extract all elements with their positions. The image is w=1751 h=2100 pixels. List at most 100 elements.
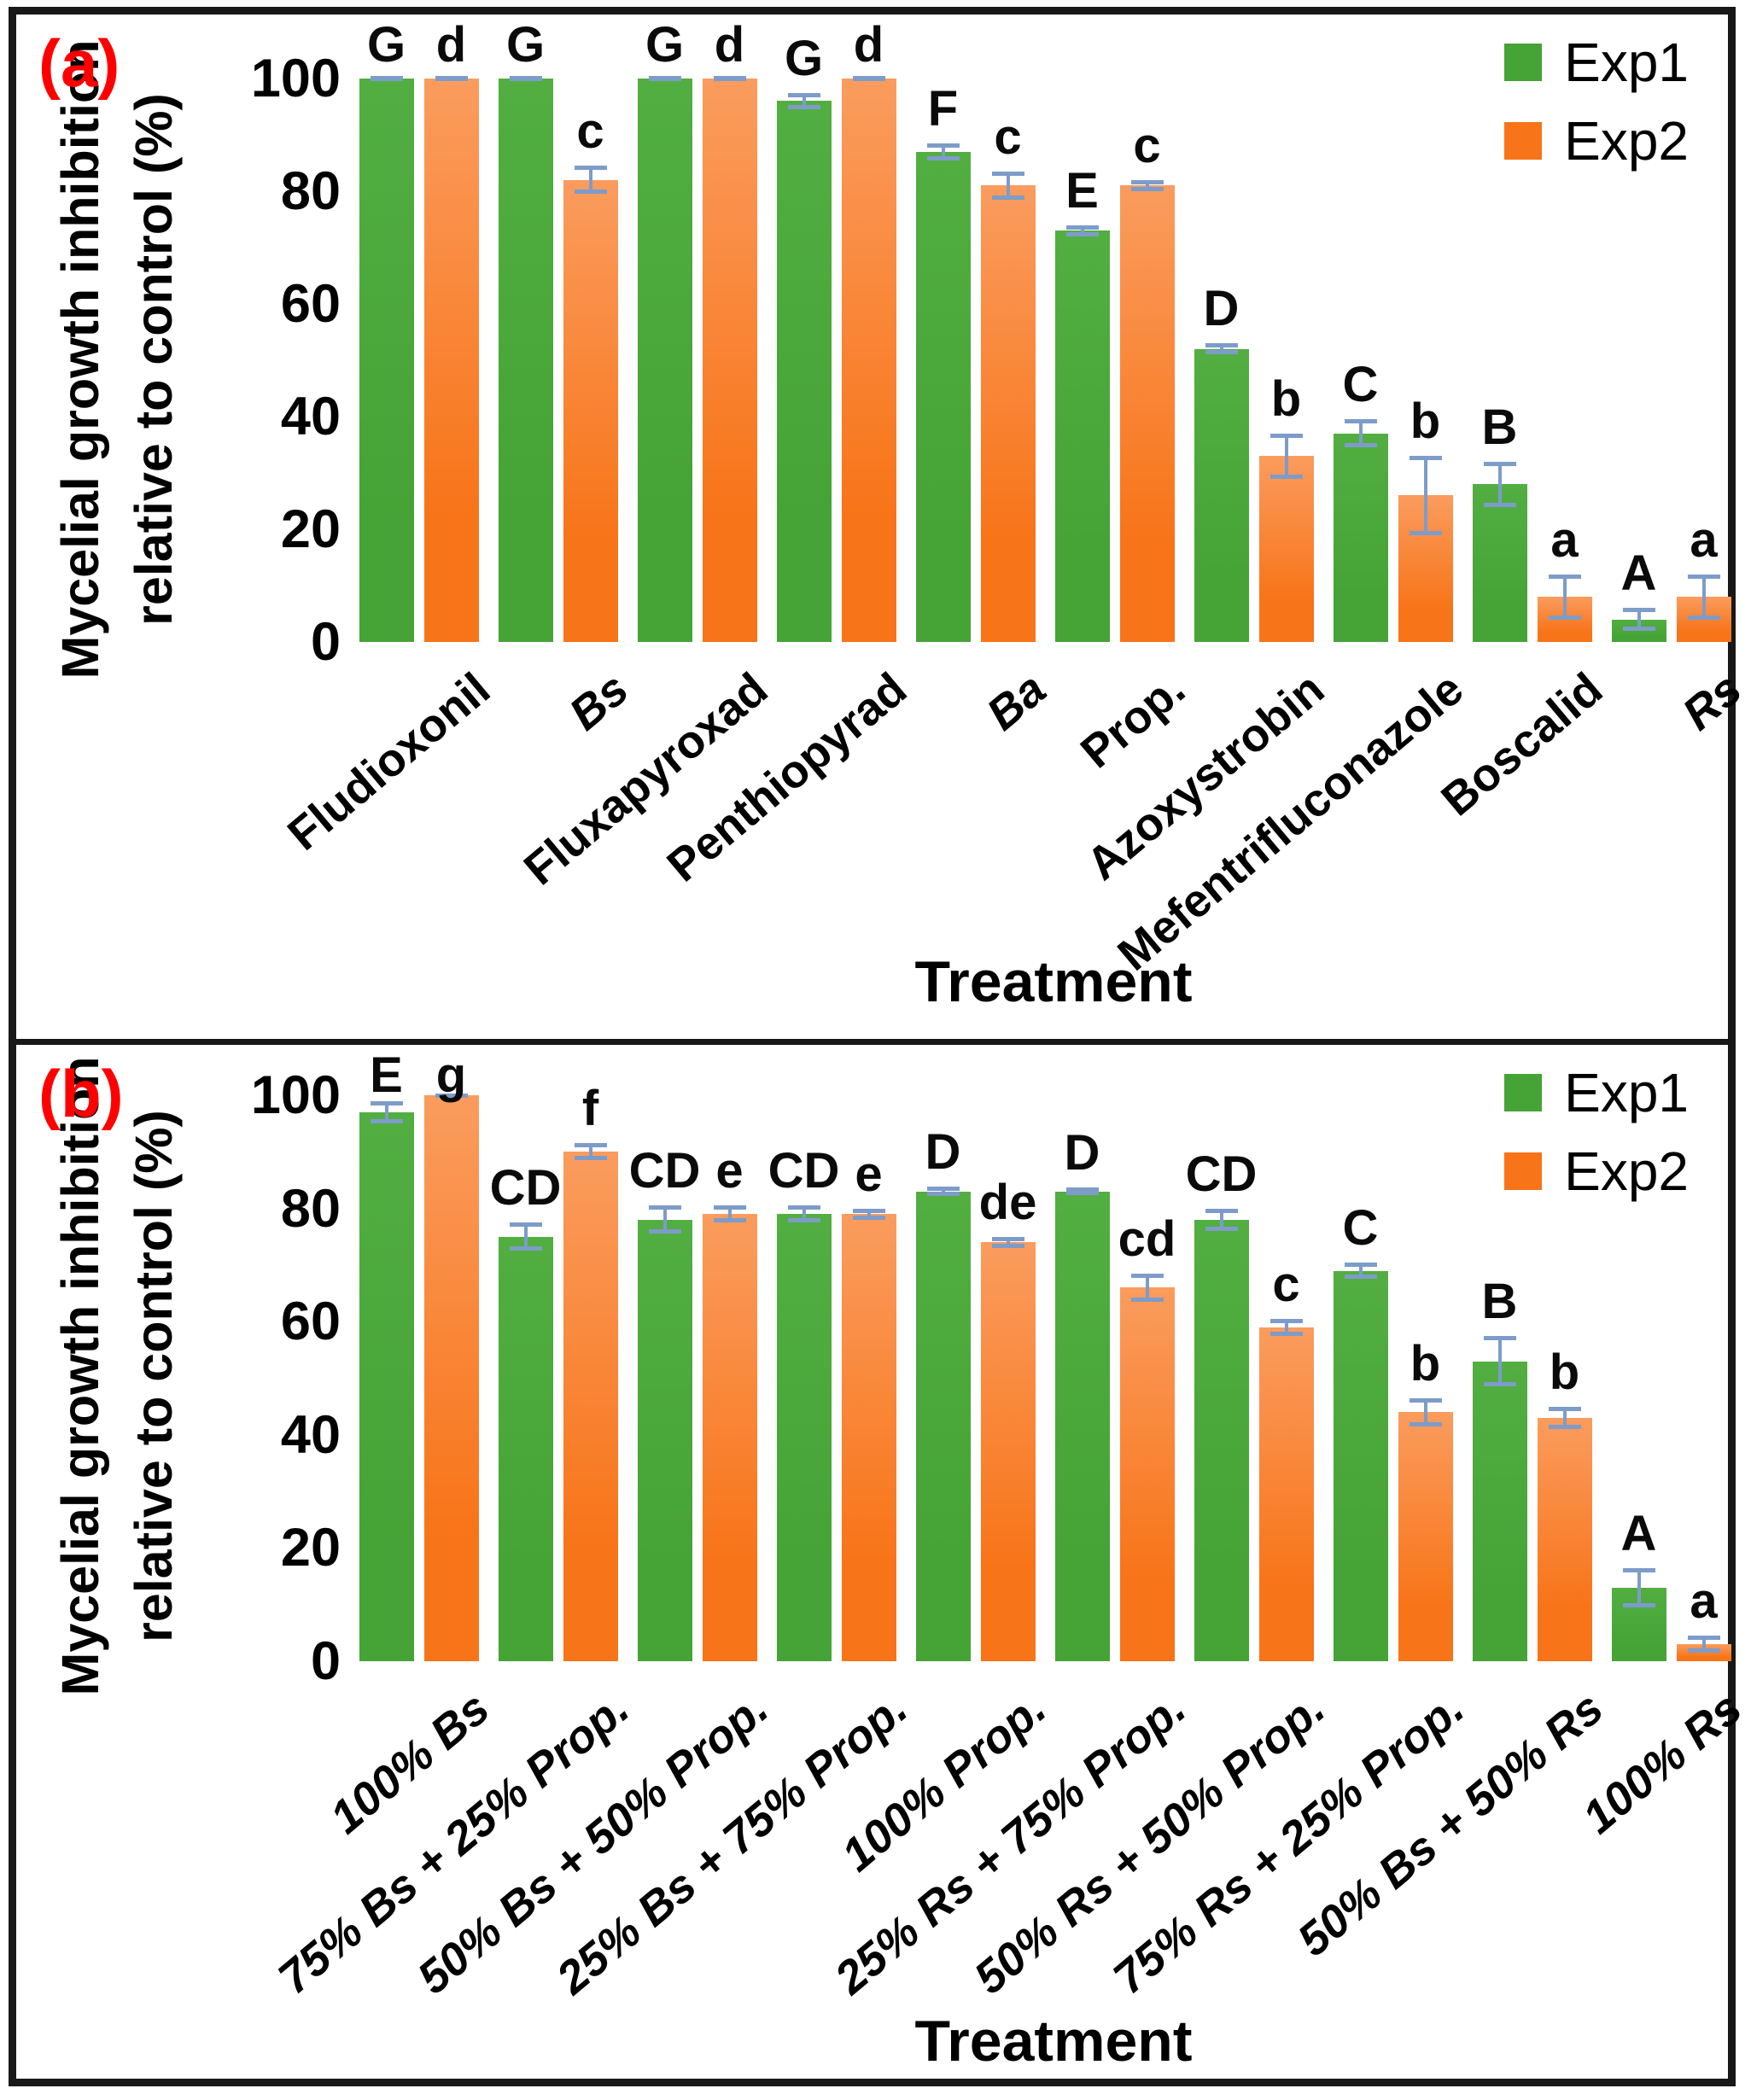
panel-a: (a) Mycelial growth inhibition relative … [16, 15, 1728, 1039]
bar-exp2-7 [1398, 1412, 1453, 1661]
error-bar-cap-bottom [510, 77, 542, 81]
bar-exp2-1 [563, 180, 618, 642]
error-bar-cap-bottom [510, 1246, 542, 1251]
error-bar-cap-bottom [649, 1229, 681, 1234]
y-tick-60: 60 [144, 1292, 341, 1351]
error-bar-cap-top [1549, 1407, 1581, 1411]
sig-letter-exp2-1: c [505, 102, 676, 160]
error-bar-cap-top [1623, 1568, 1655, 1572]
y-tick-20: 20 [144, 1518, 341, 1578]
legend-swatch-exp2 [1504, 122, 1542, 160]
error-bar-cap-bottom [435, 77, 468, 81]
bar-exp1-3 [777, 1214, 832, 1661]
legend-a: Exp1 Exp2 [1504, 35, 1689, 168]
bar-exp2-3 [842, 79, 896, 642]
error-bar-cap-bottom [371, 1119, 403, 1123]
error-bar-cap-bottom [1410, 1422, 1442, 1426]
bar-exp2-5 [1120, 1287, 1175, 1661]
sig-letter-exp1-7: C [1275, 1199, 1446, 1257]
sig-letter-exp2-8: b [1480, 1344, 1650, 1401]
legend-item-exp1: Exp1 [1504, 1065, 1689, 1120]
legend-swatch-exp1 [1504, 1074, 1542, 1111]
panel-b-tag: (b) [38, 1055, 124, 1133]
error-bar-exp1-2 [649, 76, 681, 82]
legend-item-exp1: Exp1 [1504, 35, 1689, 90]
error-bar-stem [1285, 434, 1288, 479]
error-bar-cap-bottom [1410, 531, 1442, 535]
x-tick-label-5: Prop. [1071, 662, 1196, 779]
bar-exp2-4 [981, 185, 1036, 642]
error-bar-cap-bottom [1623, 627, 1655, 631]
x-axis-title-b: Treatment [797, 2008, 1310, 2074]
error-bar-cap-bottom [1688, 615, 1720, 620]
error-bar-exp1-0 [371, 1101, 403, 1124]
error-bar-exp1-9 [1623, 608, 1655, 630]
error-bar-exp2-9 [1688, 1636, 1720, 1653]
error-bar-cap-top [788, 93, 820, 97]
error-bar-exp2-4 [992, 1237, 1024, 1248]
error-bar-exp2-5 [1131, 1274, 1164, 1302]
error-bar-cap-top [575, 166, 607, 170]
error-bar-exp1-6 [1205, 343, 1238, 354]
error-bar-exp2-3 [853, 1209, 885, 1220]
error-bar-cap-bottom [1688, 1648, 1720, 1653]
sig-letter-exp2-3: d [784, 16, 954, 73]
bar-exp2-2 [703, 79, 757, 642]
error-bar-stem [1498, 462, 1502, 507]
sig-letter-exp2-9: a [1619, 511, 1751, 569]
y-tick-0: 0 [144, 1631, 341, 1691]
bar-exp1-1 [499, 1237, 553, 1661]
x-tick-label-2: Fluxapyroxad [515, 662, 779, 895]
y-tick-80: 80 [144, 1179, 341, 1239]
error-bar-cap-top [1410, 1398, 1442, 1403]
bar-exp2-5 [1120, 185, 1175, 642]
error-bar-cap-bottom [853, 1216, 885, 1220]
sig-letter-exp1-9: A [1554, 1505, 1725, 1562]
bar-exp2-6 [1259, 456, 1314, 642]
error-bar-cap-bottom [1549, 1425, 1581, 1429]
error-bar-cap-bottom [1205, 350, 1238, 354]
panel-a-tag: (a) [38, 25, 120, 102]
error-bar-exp2-6 [1270, 434, 1303, 479]
x-tick-label-4: Ba [978, 662, 1057, 741]
error-bar-cap-top [788, 1205, 820, 1210]
legend-label-exp2: Exp2 [1564, 1144, 1689, 1199]
bar-exp1-4 [916, 1192, 971, 1661]
error-bar-cap-bottom [371, 77, 403, 81]
x-tick-label-9: Rs [1673, 662, 1751, 741]
error-bar-cap-bottom [1270, 475, 1303, 479]
error-bar-cap-top [1270, 434, 1303, 438]
error-bar-exp1-5 [1066, 225, 1099, 236]
bar-exp1-7 [1334, 1271, 1388, 1661]
bar-exp1-8 [1473, 1362, 1527, 1661]
error-bar-exp2-2 [714, 1205, 746, 1222]
x-tick-label-3: Penthiopyrad [657, 662, 917, 892]
legend-label-exp1: Exp1 [1564, 35, 1689, 90]
y-tick-80: 80 [144, 161, 341, 221]
bar-exp2-6 [1259, 1327, 1314, 1661]
sig-letter-exp2-9: a [1619, 1572, 1751, 1630]
error-bar-cap-top [510, 1222, 542, 1227]
bar-exp1-3 [777, 101, 832, 642]
sig-letter-exp1-8: B [1415, 399, 1585, 456]
legend-item-exp2: Exp2 [1504, 1144, 1689, 1199]
error-bar-cap-top [1410, 456, 1442, 460]
error-bar-exp1-1 [510, 76, 542, 82]
bar-exp2-0 [424, 79, 479, 642]
sig-letter-exp2-6: c [1201, 1256, 1372, 1313]
error-bar-exp2-8 [1549, 1407, 1581, 1430]
error-bar-cap-top [714, 1205, 746, 1210]
bar-exp1-2 [638, 1220, 692, 1661]
panel-b: (b) Mycelial growth inhibition relative … [16, 1039, 1728, 2079]
bar-exp1-4 [916, 152, 971, 642]
sig-letter-exp2-5: c [1062, 117, 1233, 174]
error-bar-cap-top [853, 1209, 885, 1213]
x-axis-title-a: Treatment [797, 948, 1310, 1015]
error-bar-cap-bottom [788, 1218, 820, 1222]
error-bar-stem [1424, 456, 1427, 534]
error-bar-cap-top [1270, 1319, 1303, 1323]
error-bar-cap-top [649, 1205, 681, 1210]
error-bar-cap-bottom [575, 190, 607, 194]
